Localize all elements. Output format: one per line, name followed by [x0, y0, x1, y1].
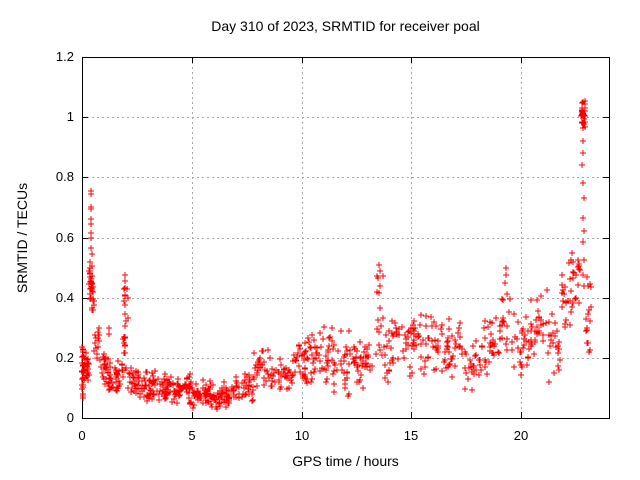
- x-axis-title: GPS time / hours: [292, 453, 399, 469]
- x-tick-label: 10: [294, 428, 310, 443]
- y-tick-label: 0.2: [55, 350, 74, 365]
- y-tick-label: 0.6: [55, 230, 74, 245]
- x-tick-label: 0: [78, 428, 86, 443]
- chart-title: Day 310 of 2023, SRMTID for receiver poa…: [211, 18, 480, 34]
- tick-marks: [82, 57, 609, 419]
- x-tick-label: 15: [403, 428, 419, 443]
- x-tick-label: 20: [513, 428, 529, 443]
- y-tick-label: 0.8: [55, 169, 74, 184]
- grid-lines: [82, 57, 609, 418]
- y-tick-label: 0.4: [55, 290, 74, 305]
- x-tick-label: 5: [188, 428, 196, 443]
- y-tick-label: 0: [66, 410, 74, 425]
- y-tick-label: 1.2: [55, 49, 74, 64]
- y-tick-label: 1: [66, 109, 74, 124]
- data-points: [79, 98, 594, 412]
